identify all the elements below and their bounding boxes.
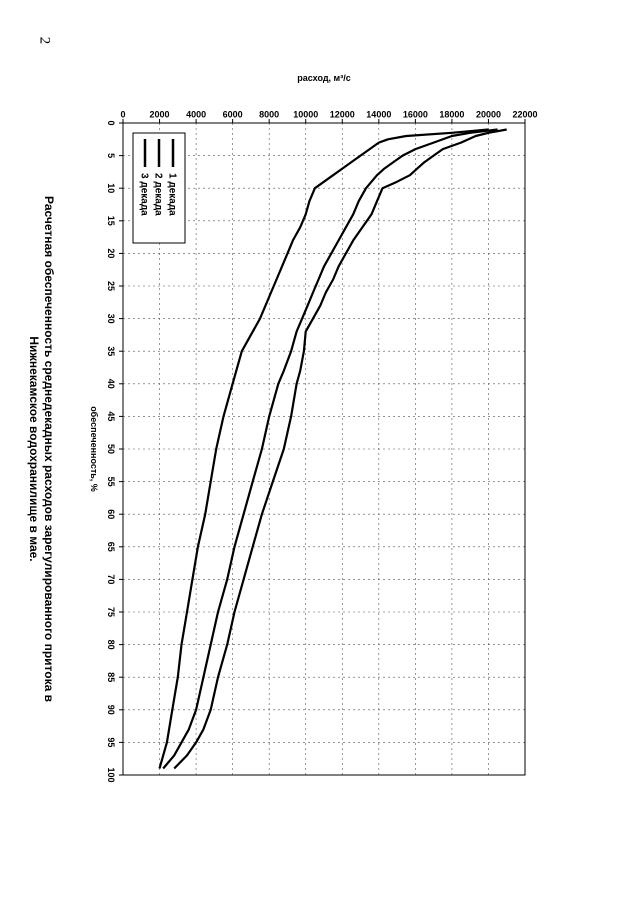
- x-tick-label: 5: [106, 153, 116, 158]
- x-tick-label: 50: [106, 444, 116, 454]
- x-tick-label: 80: [106, 640, 116, 650]
- x-tick-label: 25: [106, 281, 116, 291]
- legend-label-2: 2 декада: [153, 173, 164, 216]
- y-tick-label: 10000: [293, 109, 318, 119]
- x-tick-label: 15: [106, 216, 116, 226]
- x-tick-label: 100: [106, 767, 116, 782]
- y-tick-label: 18000: [439, 109, 464, 119]
- x-tick-label: 85: [106, 672, 116, 682]
- y-tick-label: 4000: [186, 109, 206, 119]
- x-tick-label: 40: [106, 379, 116, 389]
- y-tick-label: 8000: [259, 109, 279, 119]
- legend-label-1: 1 декада: [167, 173, 178, 216]
- x-tick-label: 60: [106, 509, 116, 519]
- x-axis-ticks: 0 5 10 15 20 25 30 35 40 45 50 55 60 65 70 75 80 85 90 95 10…: [106, 120, 123, 783]
- y-tick-label: 16000: [403, 109, 428, 119]
- y-tick-label: 0: [120, 109, 125, 119]
- grid: [123, 123, 525, 775]
- x-tick-label: 10: [106, 183, 116, 193]
- x-tick-label: 20: [106, 248, 116, 258]
- x-tick-label: 90: [106, 705, 116, 715]
- y-tick-label: 12000: [330, 109, 355, 119]
- chart-title-line-2: Нижнекамское водохранилище в мае.: [27, 336, 41, 561]
- series-line-1: [173, 128, 507, 770]
- x-tick-label: 30: [106, 314, 116, 324]
- chart-title-line-1: Расчетная обеспеченность среднедекадных …: [42, 196, 56, 702]
- x-axis-label: обеспеченность, %: [89, 406, 99, 492]
- x-tick-label: 55: [106, 477, 116, 487]
- x-tick-label: 95: [106, 737, 116, 747]
- x-tick-label: 0: [106, 120, 116, 125]
- x-tick-label: 35: [106, 346, 116, 356]
- x-tick-label: 75: [106, 607, 116, 617]
- legend-label-3: 3 декада: [139, 173, 150, 216]
- x-tick-label: 45: [106, 411, 116, 421]
- y-tick-label: 22000: [512, 109, 537, 119]
- series-layer: [158, 128, 507, 770]
- y-axis-ticks: 0 2000 4000 6000 8000 10000 12000 14000 16000 180…: [120, 109, 538, 123]
- y-tick-label: 2000: [150, 109, 170, 119]
- x-tick-label: 70: [106, 574, 116, 584]
- series-line-2: [162, 128, 498, 770]
- y-tick-label: 6000: [223, 109, 243, 119]
- x-tick-label: 65: [106, 542, 116, 552]
- y-tick-label: 20000: [476, 109, 501, 119]
- y-axis-label: расход, м³/с: [297, 73, 350, 83]
- rotated-chart: 0 5 10 15 20 25 30 35 40 45 50 55 60 65 70 75 80 85 90 95 10…: [27, 73, 538, 783]
- y-tick-label: 14000: [366, 109, 391, 119]
- series-line-3: [158, 128, 489, 769]
